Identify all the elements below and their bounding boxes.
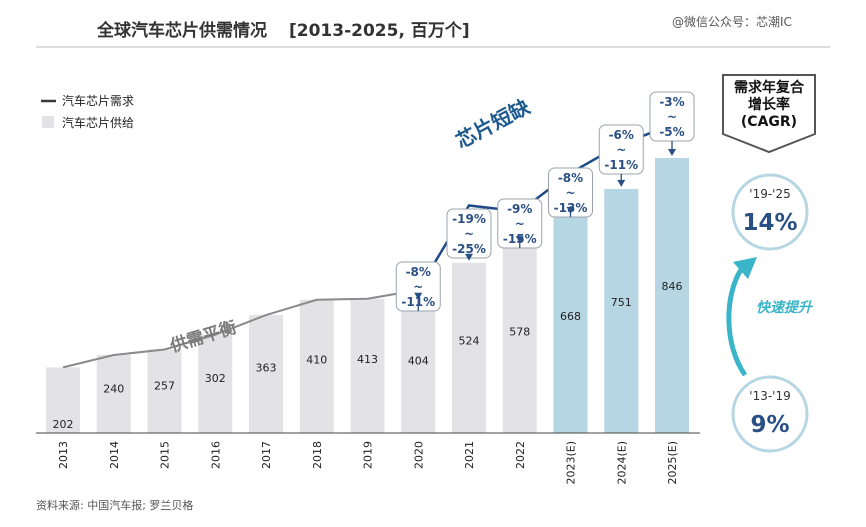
bar-value-label: 413	[357, 353, 378, 366]
source-note: 资料来源: 中国汽车报; 罗兰贝格	[36, 499, 194, 512]
bar-2022	[502, 245, 537, 433]
bar-value-label: 668	[560, 310, 581, 323]
gap-label-text: -25%	[452, 242, 486, 256]
x-tick-label: 2015	[159, 441, 172, 469]
bar-2020	[401, 301, 436, 433]
gap-label-text: -5%	[659, 125, 684, 139]
bar-2025(E)	[655, 158, 689, 434]
gap-label-text: ~	[565, 186, 575, 200]
x-tick-label: 2024(E)	[615, 441, 628, 485]
gap-arrow-head	[515, 236, 524, 244]
gap-label-text: -8%	[406, 265, 431, 279]
bar-value-label: 524	[459, 334, 480, 347]
bar-2014	[96, 355, 131, 433]
gap-label-text: -19%	[452, 212, 486, 226]
bar-2019	[350, 298, 385, 433]
gap-label-text: ~	[413, 280, 423, 294]
x-tick-label: 2013	[57, 441, 70, 469]
gap-label-text: -9%	[507, 202, 532, 216]
gap-label-text: -8%	[558, 171, 583, 185]
gap-arrow-head	[414, 292, 423, 300]
bar-value-label: 302	[205, 372, 226, 385]
x-tick-label: 2014	[108, 441, 121, 469]
balance-line	[62, 289, 419, 369]
gap-arrow-head	[566, 206, 575, 214]
trend-arrow-head	[733, 257, 757, 279]
cagr-header-line: 增长率	[748, 96, 790, 113]
bar-value-label: 240	[103, 382, 124, 395]
bar-2018	[299, 299, 334, 433]
bar-2017	[249, 315, 283, 433]
cagr-early-circle	[731, 375, 809, 453]
bar-value-label: 363	[256, 362, 277, 375]
gap-label-text: -3%	[659, 95, 684, 109]
bar-2021	[452, 262, 486, 433]
cagr-early-value: 9%	[750, 412, 789, 438]
x-tick-label: 2021	[463, 441, 476, 469]
trend-arrow-shaft	[726, 266, 748, 377]
cagr-header-line: 需求年复合	[734, 79, 805, 96]
bar-value-label: 202	[53, 418, 74, 431]
gap-label-text: ~	[667, 110, 677, 124]
bar-2015	[147, 349, 182, 433]
cagr-recent-period: '19-'25	[749, 187, 790, 201]
trend-label: 快速提升	[756, 299, 814, 316]
x-tick-label: 2025(E)	[666, 441, 679, 485]
gap-label-text: -6%	[609, 128, 634, 142]
cagr-early-period: '13-'19	[749, 389, 790, 403]
gap-arrow-head	[668, 149, 676, 157]
gap-arrow-head	[617, 179, 626, 187]
bar-value-label: 410	[306, 354, 327, 367]
bar-value-label: 578	[509, 325, 530, 338]
cagr-header-shape	[722, 74, 816, 154]
x-tick-label: 2020	[412, 441, 425, 469]
cagr-recent-circle	[731, 173, 809, 251]
x-tick-label: 2016	[209, 441, 222, 469]
bar-2013	[46, 367, 80, 433]
x-tick-label: 2023(E)	[565, 441, 578, 485]
x-axis: 2013 2014 2015 2016 2017 2018 2019 2020 2021 2022…	[36, 432, 700, 485]
legend-label-demand: 汽车芯片需求	[62, 93, 134, 108]
bar-value-label: 257	[154, 380, 175, 393]
x-tick-label: 2022	[514, 441, 527, 469]
bar-value-label: 751	[611, 296, 632, 309]
legend-label-supply: 汽车芯片供给	[62, 115, 134, 130]
page-title: 全球汽车芯片供需情况 [2013-2025, 百万个]	[97, 16, 470, 41]
gap-labels-layer: -8%~-11%-19%~-25%-9%~-15%-8%~-13%-6%~-11…	[395, 91, 695, 312]
watermark: @微信公众号：芯潮IC	[672, 15, 792, 29]
bar-2016	[198, 334, 233, 433]
gap-label-text: ~	[464, 227, 474, 241]
gap-label-text: -11%	[604, 158, 638, 172]
bar-2024(E)	[604, 188, 639, 433]
bars-layer: 202 240 257 302 363 410 413 404 524 578 668 751 846	[46, 158, 689, 434]
gap-arrow-head	[465, 253, 473, 261]
x-tick-label: 2017	[260, 441, 273, 469]
bar-2023(E)	[553, 215, 588, 433]
legend-bar-swatch	[42, 116, 54, 128]
cagr-header-line: (CAGR)	[741, 114, 797, 130]
shortage-annotation: 芯片短缺	[452, 94, 535, 153]
chart-subtitle: [2013-2025, 百万个]	[289, 21, 470, 41]
gap-label-text: ~	[515, 217, 525, 231]
bar-value-label: 404	[408, 355, 429, 368]
chart-title: 全球汽车芯片供需情况	[97, 21, 267, 41]
cagr-recent-value: 14%	[742, 210, 797, 236]
gap-label-text: ~	[616, 143, 626, 157]
bar-value-label: 846	[662, 280, 683, 293]
x-tick-label: 2018	[311, 441, 324, 469]
x-tick-label: 2019	[362, 441, 375, 469]
